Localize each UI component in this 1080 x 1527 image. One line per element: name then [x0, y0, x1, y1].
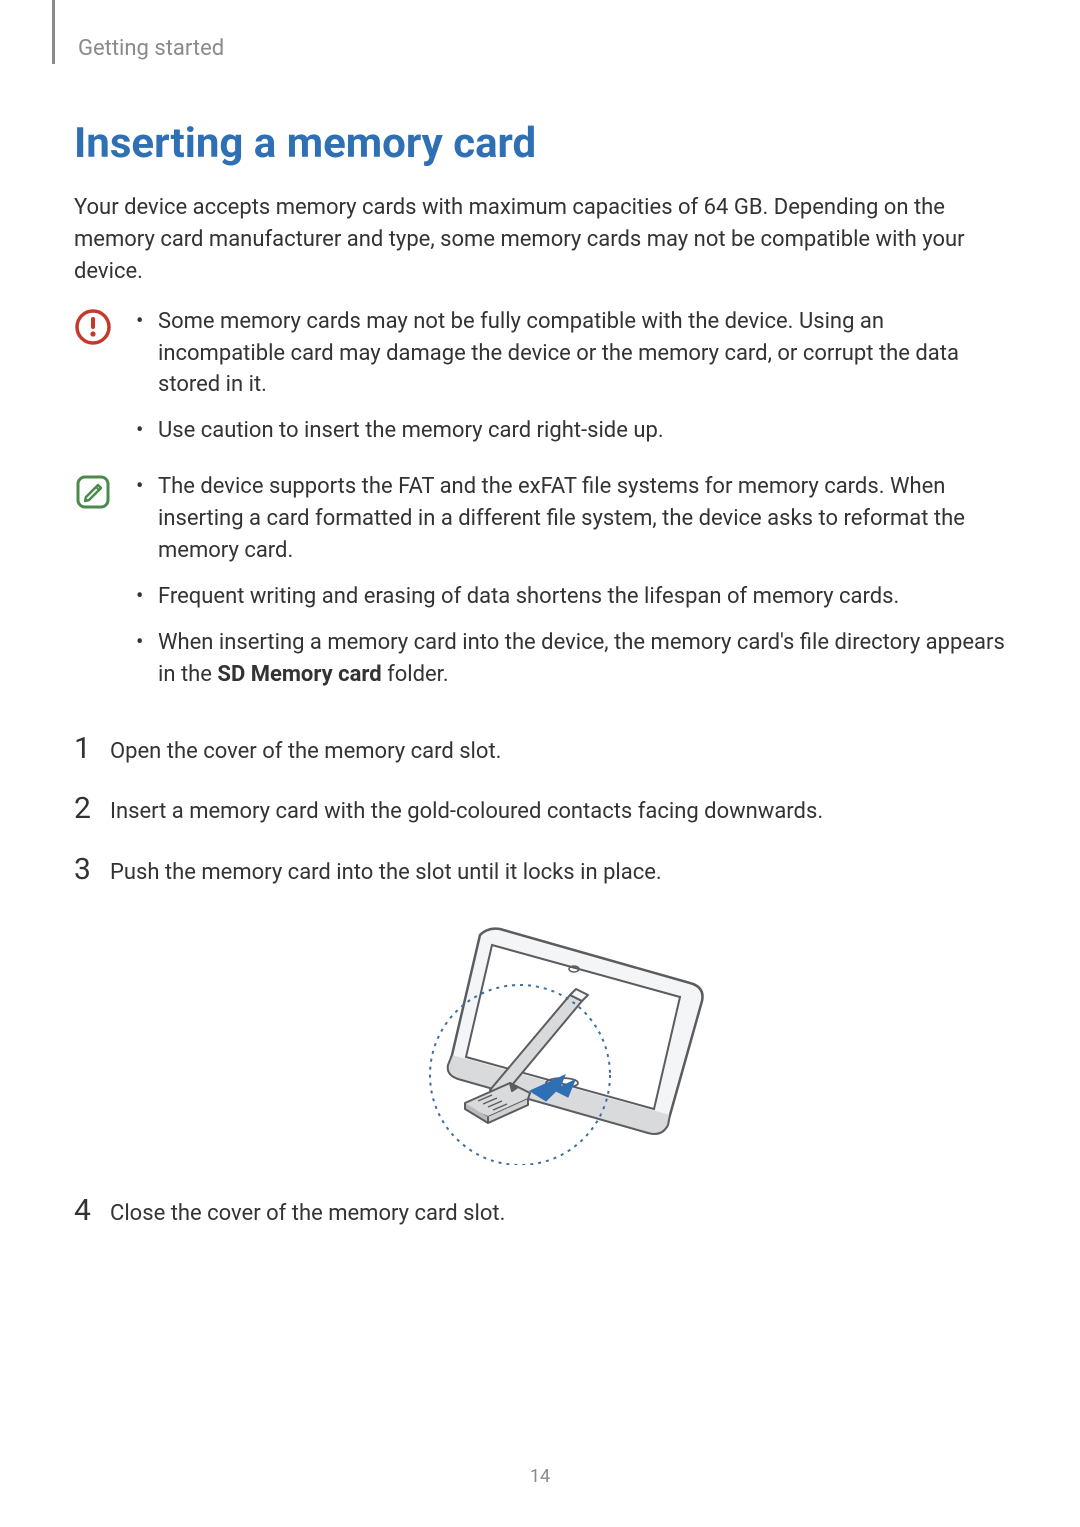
- step-text: Open the cover of the memory card slot.: [110, 733, 501, 768]
- step-number: 1: [74, 734, 110, 764]
- step-2: 2 Insert a memory card with the gold-col…: [74, 793, 1006, 828]
- step-text: Close the cover of the memory card slot.: [110, 1195, 505, 1230]
- note-list: The device supports the FAT and the exFA…: [130, 471, 1006, 690]
- step-number: 2: [74, 794, 110, 824]
- note-icon: [74, 471, 130, 511]
- memory-card-illustration: [74, 915, 1006, 1165]
- header-rule: [52, 0, 55, 64]
- note-item: When inserting a memory card into the de…: [130, 627, 1006, 691]
- warning-list: Some memory cards may not be fully compa…: [130, 306, 1006, 448]
- step-number: 4: [74, 1196, 110, 1226]
- steps-list: 1 Open the cover of the memory card slot…: [74, 733, 1006, 1231]
- step-text: Insert a memory card with the gold-colou…: [110, 793, 823, 828]
- page-number: 14: [0, 1466, 1080, 1487]
- step-1: 1 Open the cover of the memory card slot…: [74, 733, 1006, 768]
- step-number: 3: [74, 855, 110, 885]
- note-item-post: folder.: [382, 662, 449, 687]
- page-title: Inserting a memory card: [74, 119, 1006, 168]
- warning-item: Some memory cards may not be fully compa…: [130, 306, 1006, 402]
- intro-paragraph: Your device accepts memory cards with ma…: [74, 192, 1006, 288]
- warning-icon: [74, 306, 130, 346]
- step-4: 4 Close the cover of the memory card slo…: [74, 1195, 1006, 1230]
- section-label: Getting started: [78, 36, 1006, 61]
- warning-item: Use caution to insert the memory card ri…: [130, 415, 1006, 447]
- warning-callout: Some memory cards may not be fully compa…: [74, 306, 1006, 462]
- step-text: Push the memory card into the slot until…: [110, 854, 662, 889]
- note-item: The device supports the FAT and the exFA…: [130, 471, 1006, 567]
- note-item-bold: SD Memory card: [217, 662, 381, 687]
- note-item: Frequent writing and erasing of data sho…: [130, 581, 1006, 613]
- note-callout: The device supports the FAT and the exFA…: [74, 471, 1006, 704]
- step-3: 3 Push the memory card into the slot unt…: [74, 854, 1006, 889]
